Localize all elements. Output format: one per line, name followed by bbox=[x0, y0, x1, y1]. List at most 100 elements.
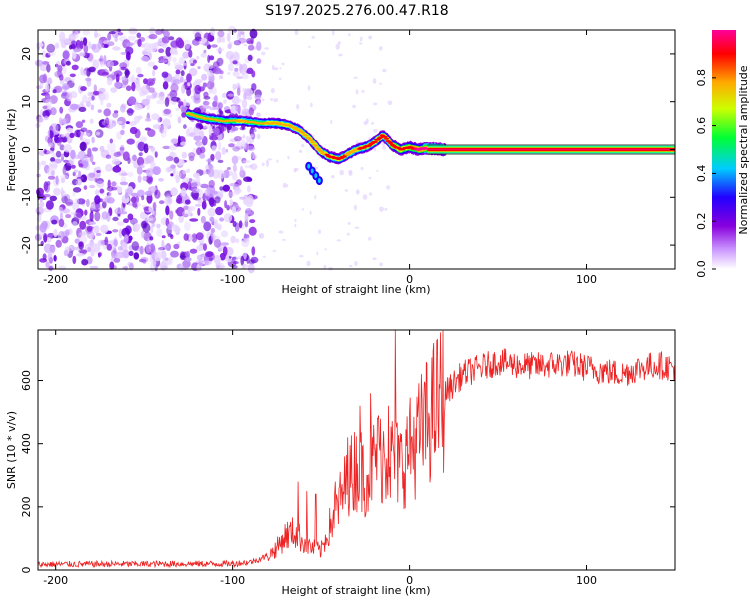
noise-speckle bbox=[235, 238, 240, 244]
noise-speckle bbox=[36, 42, 44, 48]
noise-speckle bbox=[242, 264, 246, 270]
noise-speckle bbox=[236, 98, 243, 103]
noise-speckle bbox=[40, 160, 47, 166]
noise-speckle bbox=[206, 80, 215, 90]
noise-speckle bbox=[204, 189, 211, 197]
noise-speckle bbox=[197, 207, 201, 216]
noise-speckle bbox=[47, 50, 56, 57]
noise-speckle bbox=[347, 221, 351, 225]
noise-speckle bbox=[234, 67, 239, 72]
noise-speckle bbox=[189, 212, 193, 217]
noise-speckle bbox=[241, 136, 246, 139]
noise-speckle bbox=[183, 233, 189, 241]
noise-speckle bbox=[309, 210, 312, 215]
noise-speckle bbox=[382, 68, 387, 73]
noise-speckle bbox=[69, 73, 76, 78]
noise-speckle bbox=[117, 221, 125, 227]
noise-speckle bbox=[42, 110, 50, 118]
noise-speckle bbox=[112, 46, 121, 51]
noise-speckle bbox=[175, 174, 180, 184]
colorbar-tick-label: 0.6 bbox=[695, 117, 708, 135]
noise-speckle bbox=[170, 138, 179, 144]
noise-speckle bbox=[112, 229, 119, 233]
noise-speckle bbox=[81, 119, 86, 124]
signal-cell bbox=[372, 140, 378, 143]
noise-speckle bbox=[189, 248, 198, 254]
noise-speckle bbox=[169, 48, 177, 55]
noise-speckle bbox=[85, 77, 92, 82]
noise-speckle bbox=[308, 45, 311, 48]
noise-speckle bbox=[294, 219, 297, 222]
noise-speckle bbox=[72, 221, 78, 227]
noise-speckle bbox=[127, 35, 136, 41]
noise-speckle bbox=[91, 43, 101, 53]
noise-speckle bbox=[141, 48, 151, 56]
noise-speckle bbox=[125, 85, 132, 91]
noise-speckle bbox=[177, 116, 182, 124]
noise-speckle bbox=[233, 187, 241, 196]
noise-speckle bbox=[170, 164, 176, 169]
spectrogram-x-label: Height of straight line (km) bbox=[281, 283, 430, 296]
noise-speckle bbox=[94, 195, 101, 205]
noise-speckle bbox=[208, 163, 213, 170]
noise-speckle bbox=[73, 212, 82, 221]
noise-speckle bbox=[174, 64, 184, 71]
noise-speckle bbox=[69, 132, 75, 138]
noise-speckle bbox=[120, 176, 127, 182]
noise-speckle bbox=[51, 170, 55, 176]
noise-speckle bbox=[113, 239, 118, 247]
noise-speckle bbox=[368, 136, 371, 140]
noise-speckle bbox=[182, 259, 191, 269]
noise-speckle bbox=[173, 243, 180, 250]
noise-speckle bbox=[47, 175, 56, 180]
noise-speckle bbox=[215, 206, 224, 216]
noise-speckle bbox=[234, 136, 242, 142]
noise-speckle bbox=[128, 250, 134, 257]
noise-speckle bbox=[135, 66, 142, 75]
noise-speckle bbox=[214, 196, 221, 204]
noise-speckle bbox=[199, 153, 206, 159]
noise-speckle bbox=[249, 133, 254, 138]
noise-speckle bbox=[54, 42, 60, 49]
noise-speckle bbox=[153, 257, 157, 267]
noise-speckle bbox=[49, 129, 54, 139]
noise-speckle bbox=[293, 167, 299, 171]
noise-speckle bbox=[197, 195, 202, 205]
noise-speckle bbox=[232, 146, 240, 152]
noise-speckle bbox=[71, 164, 76, 169]
noise-speckle bbox=[118, 228, 123, 239]
noise-speckle bbox=[92, 203, 101, 210]
noise-speckle bbox=[160, 130, 167, 138]
spectrogram-x-tick-label: -200 bbox=[43, 273, 68, 286]
noise-speckle bbox=[182, 169, 187, 175]
noise-speckle bbox=[85, 100, 91, 108]
noise-speckle bbox=[46, 237, 52, 243]
noise-speckle bbox=[173, 156, 180, 164]
noise-speckle bbox=[43, 181, 49, 192]
noise-speckle bbox=[339, 169, 345, 176]
noise-speckle bbox=[123, 218, 129, 224]
noise-speckle bbox=[314, 194, 317, 200]
noise-speckle bbox=[212, 67, 222, 75]
noise-speckle bbox=[201, 73, 208, 81]
noise-speckle bbox=[133, 252, 140, 260]
noise-speckle bbox=[129, 263, 134, 271]
noise-speckle bbox=[203, 221, 212, 232]
noise-speckle bbox=[170, 187, 178, 197]
noise-speckle bbox=[50, 157, 56, 163]
noise-speckle bbox=[141, 230, 145, 239]
noise-speckle bbox=[72, 187, 82, 193]
noise-speckle bbox=[379, 46, 383, 51]
noise-speckle bbox=[189, 67, 198, 77]
noise-speckle bbox=[163, 245, 170, 250]
noise-speckle bbox=[106, 102, 112, 108]
snr-y-tick-label: 200 bbox=[20, 496, 33, 517]
spectrogram-y-tick-label: -10 bbox=[20, 188, 33, 206]
noise-speckle bbox=[223, 99, 227, 104]
noise-speckle bbox=[120, 83, 127, 89]
noise-speckle bbox=[109, 138, 114, 144]
noise-speckle bbox=[189, 218, 199, 222]
noise-speckle bbox=[59, 74, 64, 81]
noise-speckle bbox=[172, 57, 177, 63]
noise-speckle bbox=[135, 195, 139, 204]
